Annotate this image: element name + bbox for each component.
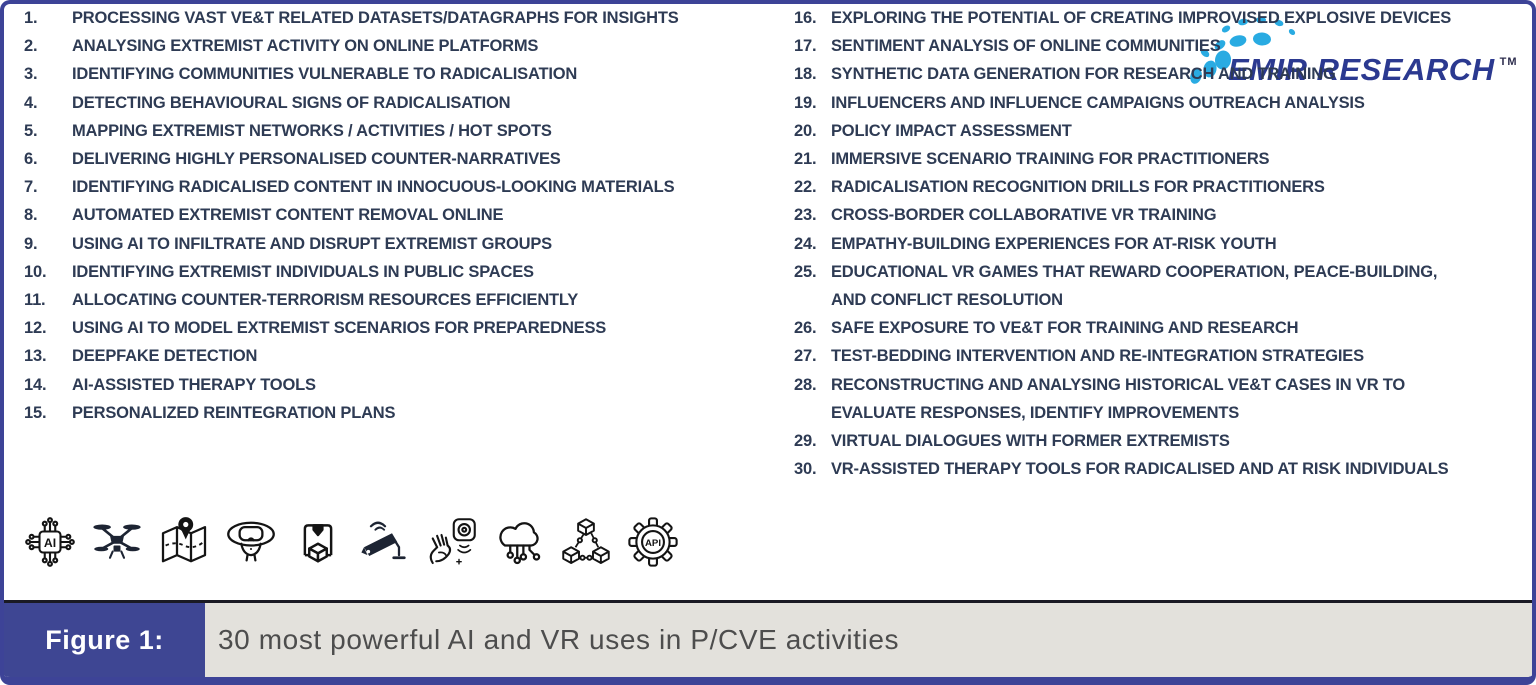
trademark-symbol: TM <box>1499 56 1518 68</box>
drone-icon <box>89 510 145 574</box>
figure-caption-text: 30 most powerful AI and VR uses in P/CVE… <box>205 603 1532 677</box>
list-item: 17. SENTIMENT ANALYSIS OF ONLINE COMMUNIT… <box>794 37 1221 56</box>
logo-name: EMIR RESEARCH <box>1228 52 1495 87</box>
svg-text:AI: AI <box>44 536 56 550</box>
list-ai-uses-left: 1. PROCESSING VAST VE&T RELATED DATASETS/… <box>24 4 736 427</box>
ai-chip-icon: AI <box>22 510 78 574</box>
svg-text:API: API <box>645 538 661 549</box>
blockchain-icon <box>558 510 614 574</box>
list-item: 27. TEST-BEDDING INTERVENTION AND RE-INTE… <box>794 347 1364 366</box>
list-vr-uses-right: 16. EXPLORING THE POTENTIAL OF CREATING I… <box>794 4 1494 483</box>
list-item: 3. IDENTIFYING COMMUNITIES VULNERABLE TO … <box>24 65 578 84</box>
list-item: 10. IDENTIFYING EXTREMIST INDIVIDUALS IN … <box>24 262 534 281</box>
technology-icons-row: AI <box>22 510 681 574</box>
list-item: 14. AI-ASSISTED THERAPY TOOLS <box>24 375 316 394</box>
list-item: 30. VR-ASSISTED THERAPY TOOLS FOR RADICAL… <box>794 460 1449 479</box>
api-gear-icon: API <box>625 510 681 574</box>
list-item: 2. ANALYSING EXTREMIST ACTIVITY ON ONLINE… <box>24 37 539 56</box>
figure-number-label: Figure 1: <box>4 603 205 677</box>
list-item: 19. INFLUENCERS AND INFLUENCE CAMPAIGNS O… <box>794 93 1365 112</box>
list-item: 6. DELIVERING HIGHLY PERSONALISED COUNTER… <box>24 150 561 169</box>
list-item: 9. USING AI TO INFILTRATE AND DISRUPT EXT… <box>24 234 552 253</box>
list-item: 7. IDENTIFYING RADICALISED CONTENT IN INN… <box>24 178 675 197</box>
logo-swoosh-icon <box>1190 16 1296 84</box>
caption-divider-line <box>4 600 1532 603</box>
list-item: 4. DETECTING BEHAVIOURAL SIGNS OF RADICAL… <box>24 93 511 112</box>
list-item: 1. PROCESSING VAST VE&T RELATED DATASETS/… <box>24 9 679 27</box>
emir-research-logo: EMIR RESEARCH TM <box>1176 8 1516 96</box>
list-item: 20. POLICY IMPACT ASSESSMENT <box>794 121 1072 140</box>
list-item: 5. MAPPING EXTREMIST NETWORKS / ACTIVITIE… <box>24 121 552 140</box>
cctv-camera-icon <box>357 510 413 574</box>
list-item: 11. ALLOCATING COUNTER-TERRORISM RESOURCE… <box>24 291 579 310</box>
list-item: 28. RECONSTRUCTING AND ANALYSING HISTORIC… <box>794 375 1406 422</box>
cloud-computing-icon <box>491 510 547 574</box>
list-item: 24. EMPATHY-BUILDING EXPERIENCES FOR AT-R… <box>794 234 1277 253</box>
3d-printer-icon <box>290 510 346 574</box>
list-item: 26. SAFE EXPOSURE TO VE&T FOR TRAINING AN… <box>794 319 1299 338</box>
list-item: 8. AUTOMATED EXTREMIST CONTENT REMOVAL ON… <box>24 206 504 225</box>
list-item: 15. PERSONALIZED REINTEGRATION PLANS <box>24 403 396 422</box>
list-item: 16. EXPLORING THE POTENTIAL OF CREATING I… <box>794 9 1452 27</box>
list-item: 18. SYNTHETIC DATA GENERATION FOR RESEARC… <box>794 65 1336 84</box>
figure-caption-bar: Figure 1: 30 most powerful AI and VR use… <box>4 603 1532 677</box>
list-item: 21. IMMERSIVE SCENARIO TRAINING FOR PRACT… <box>794 150 1270 169</box>
list-item: 25. EDUCATIONAL VR GAMES THAT REWARD COOP… <box>794 262 1438 310</box>
map-location-icon <box>156 510 212 574</box>
figure-content: EMIR RESEARCH TM 1. PROCESSING VAST VE&T R… <box>4 4 1532 600</box>
list-item: 12. USING AI TO MODEL EXTREMIST SCENARIOS… <box>24 319 607 338</box>
list-item: 13. DEEPFAKE DETECTION <box>24 347 258 366</box>
gesture-sensor-icon <box>424 510 480 574</box>
list-item: 29. VIRTUAL DIALOGUES WITH FORMER EXTREMI… <box>794 432 1230 451</box>
vr-headset-icon <box>223 510 279 574</box>
logo-wordmark: EMIR RESEARCH TM <box>1228 52 1516 88</box>
list-item: 23. CROSS-BORDER COLLABORATIVE VR TRAININ… <box>794 206 1217 225</box>
list-item: 22. RADICALISATION RECOGNITION DRILLS FOR… <box>794 178 1325 197</box>
